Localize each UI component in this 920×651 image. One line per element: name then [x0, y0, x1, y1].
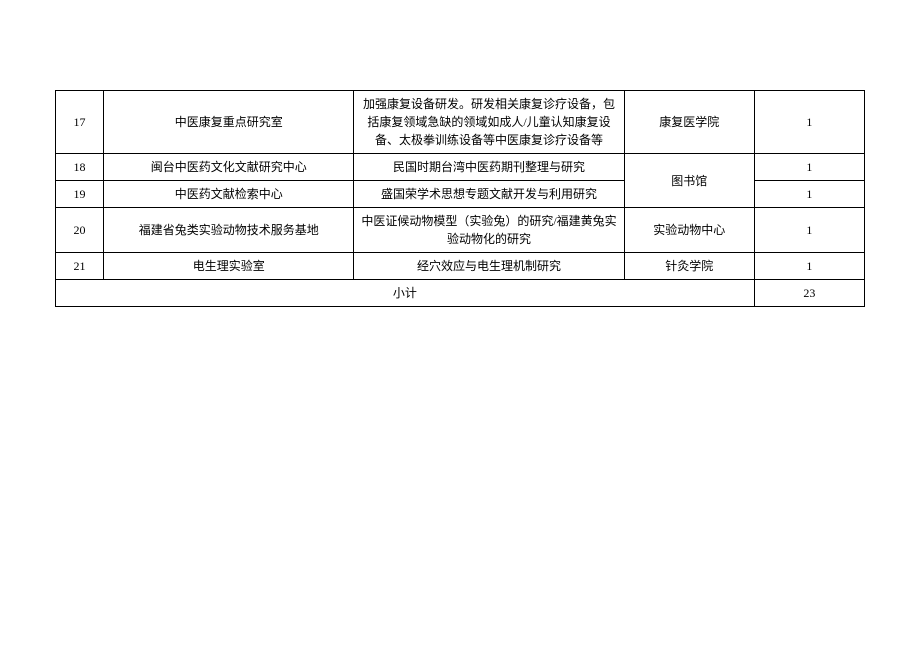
- cell-no: 21: [56, 253, 104, 280]
- cell-dept: 实验动物中心: [624, 208, 754, 253]
- cell-no: 17: [56, 91, 104, 154]
- cell-no: 19: [56, 181, 104, 208]
- cell-desc: 经穴效应与电生理机制研究: [354, 253, 624, 280]
- cell-dept: 康复医学院: [624, 91, 754, 154]
- table-row: 17 中医康复重点研究室 加强康复设备研发。研发相关康复诊疗设备，包括康复领域急…: [56, 91, 865, 154]
- cell-name: 电生理实验室: [104, 253, 354, 280]
- cell-name: 中医康复重点研究室: [104, 91, 354, 154]
- table-row: 18 闽台中医药文化文献研究中心 民国时期台湾中医药期刊整理与研究 图书馆 1: [56, 154, 865, 181]
- table-row: 20 福建省兔类实验动物技术服务基地 中医证候动物模型（实验兔）的研究/福建黄兔…: [56, 208, 865, 253]
- cell-desc: 盛国荣学术思想专题文献开发与利用研究: [354, 181, 624, 208]
- cell-name: 中医药文献检索中心: [104, 181, 354, 208]
- cell-count: 1: [754, 253, 864, 280]
- subtotal-label: 小计: [56, 280, 755, 307]
- cell-count: 1: [754, 181, 864, 208]
- table-row: 21 电生理实验室 经穴效应与电生理机制研究 针灸学院 1: [56, 253, 865, 280]
- cell-dept: 图书馆: [624, 154, 754, 208]
- data-table: 17 中医康复重点研究室 加强康复设备研发。研发相关康复诊疗设备，包括康复领域急…: [55, 90, 865, 307]
- cell-no: 18: [56, 154, 104, 181]
- cell-no: 20: [56, 208, 104, 253]
- page: 17 中医康复重点研究室 加强康复设备研发。研发相关康复诊疗设备，包括康复领域急…: [0, 0, 920, 651]
- subtotal-value: 23: [754, 280, 864, 307]
- cell-desc: 中医证候动物模型（实验兔）的研究/福建黄兔实验动物化的研究: [354, 208, 624, 253]
- cell-desc: 民国时期台湾中医药期刊整理与研究: [354, 154, 624, 181]
- subtotal-row: 小计 23: [56, 280, 865, 307]
- cell-dept: 针灸学院: [624, 253, 754, 280]
- cell-name: 福建省兔类实验动物技术服务基地: [104, 208, 354, 253]
- cell-name: 闽台中医药文化文献研究中心: [104, 154, 354, 181]
- cell-count: 1: [754, 154, 864, 181]
- cell-count: 1: [754, 91, 864, 154]
- cell-count: 1: [754, 208, 864, 253]
- cell-desc: 加强康复设备研发。研发相关康复诊疗设备，包括康复领域急缺的领域如成人/儿童认知康…: [354, 91, 624, 154]
